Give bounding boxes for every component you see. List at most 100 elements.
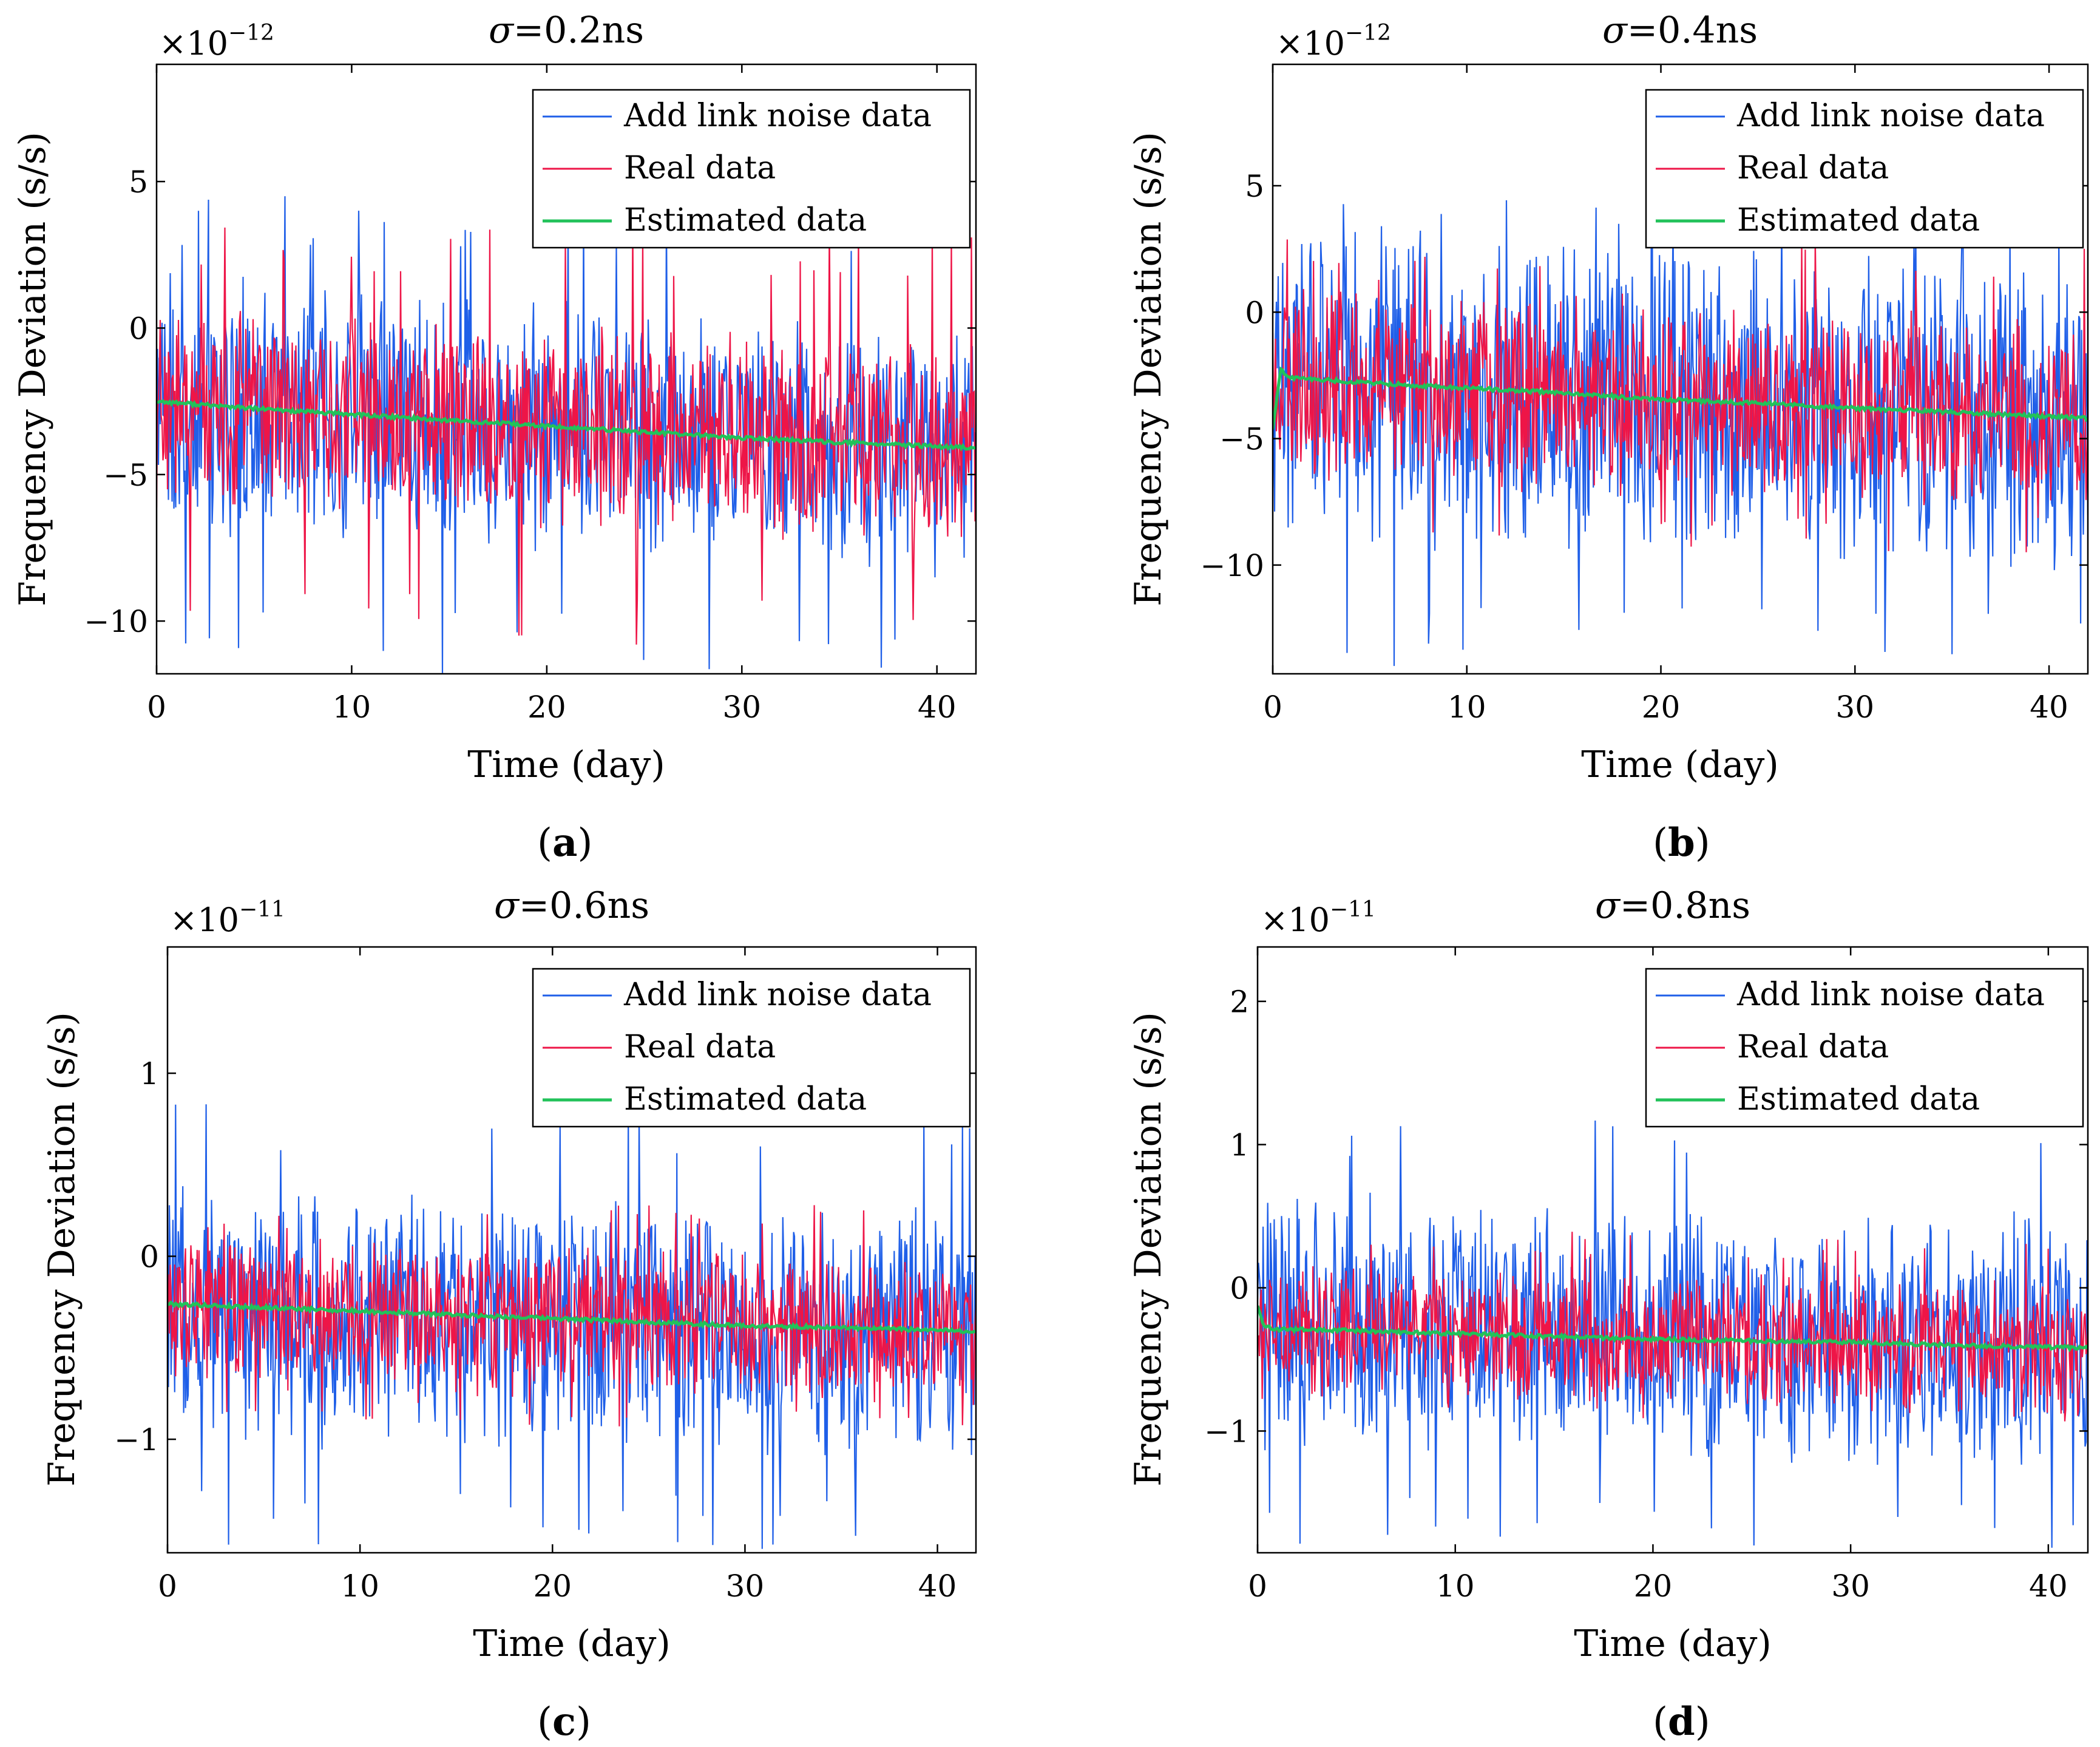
y-axis-label: Frequency Deviation (s/s) xyxy=(1127,132,1170,606)
panel-b: 0 10 20 30 40 −10 −5 0 5 ×10−12 σ=0.4ns Time (day) F… xyxy=(1127,9,2089,866)
chart-title: σ=0.2ns xyxy=(489,9,644,52)
x-tick-label: 10 xyxy=(340,1569,379,1604)
panel-label-open: ( xyxy=(537,821,552,866)
series-link-noise-line xyxy=(1258,1120,2088,1548)
panel-label-letter: b xyxy=(1668,820,1695,866)
x-tick-label: 10 xyxy=(1436,1569,1475,1604)
y-axis-label: Frequency Deviation (s/s) xyxy=(41,1012,83,1487)
panel-label-letter: d xyxy=(1668,1699,1695,1745)
panel-label-close: ) xyxy=(577,821,592,866)
x-axis-label: Time (day) xyxy=(473,1623,671,1665)
x-tick-label: 30 xyxy=(1831,1569,1870,1604)
y-scale-factor: ×10−11 xyxy=(170,897,285,939)
y-axis-label: Frequency Deviation (s/s) xyxy=(1127,1012,1170,1487)
series-real-line xyxy=(1273,237,2088,552)
panel-label-open: ( xyxy=(1653,821,1668,866)
panel-label-close: ) xyxy=(1695,1700,1710,1745)
chart-title: σ=0.6ns xyxy=(494,884,649,927)
x-tick-label: 40 xyxy=(2030,690,2068,725)
y-tick-label: 5 xyxy=(1245,169,1264,204)
y-tick-label: 1 xyxy=(140,1056,159,1091)
y-tick-label: 0 xyxy=(140,1240,159,1275)
x-tick-label: 0 xyxy=(1248,1569,1267,1604)
legend-label: Estimated data xyxy=(1737,202,1980,239)
y-scale-exponent: −12 xyxy=(228,21,274,46)
plot-data xyxy=(157,196,976,673)
legend-label: Real data xyxy=(1737,150,1889,186)
panel-label-open: ( xyxy=(537,1700,552,1745)
panel-label-open: ( xyxy=(1653,1700,1668,1745)
legend-label: Add link noise data xyxy=(623,98,932,134)
axes-box xyxy=(166,946,977,1554)
y-scale-base: ×10 xyxy=(1276,24,1345,63)
y-axis-label: Frequency Deviation (s/s) xyxy=(12,132,54,606)
x-axis-label: Time (day) xyxy=(1581,744,1779,786)
panel-c: 0 10 20 30 40 −1 0 1 ×10−11 σ=0.6ns Time (day) Freq… xyxy=(41,884,977,1745)
legend: Add link noise data Real data Estimated da… xyxy=(532,89,971,249)
y-scale-exponent: −12 xyxy=(1345,21,1391,46)
series-estimated-line xyxy=(157,399,976,452)
title-value: =0.4ns xyxy=(1627,9,1758,52)
chart-title: σ=0.4ns xyxy=(1602,9,1758,52)
legend-label: Estimated data xyxy=(1737,1081,1980,1118)
legend: Add link noise data Real data Estimated da… xyxy=(1645,89,2084,249)
x-tick-label: 20 xyxy=(1642,690,1681,725)
title-sigma: σ xyxy=(494,884,520,927)
panel-label: (b) xyxy=(1653,820,1710,866)
y-scale-base: ×10 xyxy=(170,901,239,939)
y-tick-label: 1 xyxy=(1230,1128,1249,1163)
series-estimated-line xyxy=(1258,1305,2088,1352)
title-value: =0.2ns xyxy=(513,9,644,52)
x-tick-label: 30 xyxy=(1835,690,1874,725)
y-scale-factor: ×10−12 xyxy=(159,21,274,63)
legend: Add link noise data Real data Estimated da… xyxy=(1645,968,2084,1128)
axes-box xyxy=(155,63,977,675)
x-tick-label: 30 xyxy=(722,690,761,725)
title-value: =0.6ns xyxy=(519,884,649,927)
title-sigma: σ xyxy=(1602,9,1628,52)
chart-title: σ=0.8ns xyxy=(1595,884,1750,927)
series-real-line xyxy=(168,1205,976,1426)
y-tick-label: −10 xyxy=(1200,548,1264,583)
panel-a: 0 10 20 30 40 −10 −5 0 5 ×10−12 σ=0.2ns Time (day) F… xyxy=(12,9,977,866)
y-tick-label: −5 xyxy=(103,458,148,493)
y-scale-base: ×10 xyxy=(1261,901,1330,939)
legend: Add link noise data Real data Estimated da… xyxy=(532,968,971,1128)
x-tick-label: 10 xyxy=(1448,690,1486,725)
panel-label: (c) xyxy=(537,1699,591,1745)
legend-label: Real data xyxy=(624,1029,776,1065)
y-scale-exponent: −11 xyxy=(239,897,285,922)
legend-label: Add link noise data xyxy=(1736,977,2045,1013)
x-tick-label: 40 xyxy=(918,690,957,725)
legend-label: Real data xyxy=(1737,1029,1889,1065)
y-tick-label: 2 xyxy=(1230,985,1249,1020)
y-tick-label: 0 xyxy=(129,311,148,346)
series-estimated-line xyxy=(168,1300,976,1335)
x-axis-label: Time (day) xyxy=(1574,1623,1772,1665)
y-scale-base: ×10 xyxy=(159,24,228,63)
x-tick-label: 0 xyxy=(147,690,166,725)
series-real-line xyxy=(157,225,976,645)
legend-label: Estimated data xyxy=(624,202,867,239)
y-tick-label: 5 xyxy=(129,165,148,200)
y-tick-label: 0 xyxy=(1245,295,1264,330)
panel-d: 0 10 20 30 40 −1 0 1 2 ×10−11 σ=0.8ns Time (day) Fre… xyxy=(1127,884,2089,1745)
series-estimated-line xyxy=(1273,366,2088,430)
axes-box xyxy=(1256,946,2089,1554)
panel-label-close: ) xyxy=(1695,821,1710,866)
y-tick-label: −1 xyxy=(1204,1414,1249,1449)
panel-label: (d) xyxy=(1653,1699,1710,1745)
x-axis-label: Time (day) xyxy=(467,744,665,786)
legend-label: Estimated data xyxy=(624,1081,867,1118)
x-tick-label: 20 xyxy=(533,1569,572,1604)
x-tick-label: 10 xyxy=(333,690,371,725)
x-tick-label: 40 xyxy=(918,1569,957,1604)
panel-label-letter: a xyxy=(552,820,577,866)
plot-data xyxy=(168,1104,976,1549)
series-link-noise-line xyxy=(1273,197,2088,667)
y-scale-exponent: −11 xyxy=(1330,897,1376,922)
x-tick-label: 0 xyxy=(158,1569,177,1604)
title-sigma: σ xyxy=(489,9,515,52)
x-tick-label: 20 xyxy=(1634,1569,1673,1604)
